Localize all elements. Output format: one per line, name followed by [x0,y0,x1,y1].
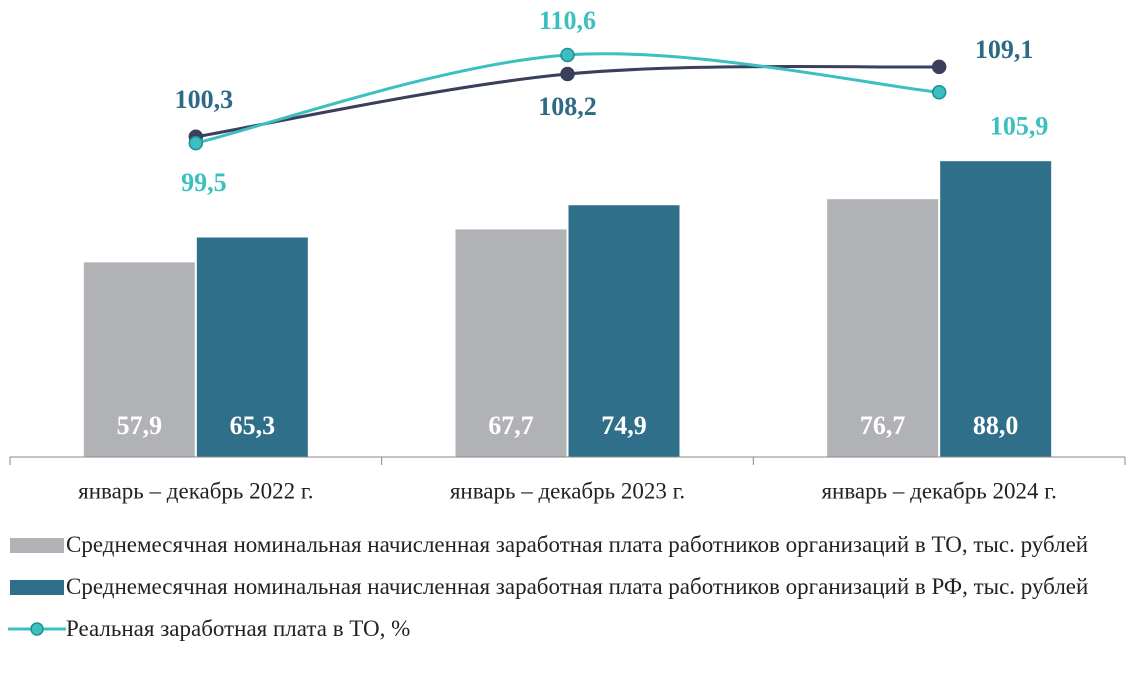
legend-label: Реальная заработная плата в ТО, % [66,616,411,641]
bar [455,229,567,457]
legend-swatch-marker [30,622,44,636]
legend-swatch [10,538,64,553]
line-value-label: 99,5 [181,168,227,197]
line-value-label: 108,2 [538,92,597,121]
legend-label: Среднемесячная номинальная начисленная з… [66,532,1089,557]
bar-value-label: 57,9 [117,411,163,440]
bar-value-label: 76,7 [860,411,906,440]
bar [83,262,195,457]
legend-swatch [10,580,64,595]
legend: Среднемесячная номинальная начисленная з… [8,530,1136,656]
bar-value-label: 74,9 [601,411,647,440]
bar [940,161,1052,457]
line-marker [560,66,575,82]
legend-item: Среднемесячная номинальная начисленная з… [8,530,1136,560]
line-marker [931,85,947,100]
legend-swatch [8,622,66,636]
legend-label: Среднемесячная номинальная начисленная з… [66,574,1089,599]
legend-swatch-box [10,538,64,553]
line-value-label: 100,3 [175,85,234,114]
x-tick-label: январь – декабрь 2024 г. [821,478,1056,503]
bar-value-label: 65,3 [230,411,276,440]
line-value-label: 110,6 [539,6,596,35]
bar-value-label: 88,0 [973,411,1019,440]
legend-item: Реальная заработная плата в ТО, % [8,614,1136,644]
bar-value-label: 67,7 [488,411,534,440]
legend-item: Среднемесячная номинальная начисленная з… [8,572,1136,602]
line-value-label: 109,1 [975,35,1034,64]
line-value-label: 105,9 [990,111,1049,140]
x-tick-label: январь – декабрь 2022 г. [78,478,313,503]
bar [568,205,680,457]
bar [827,199,939,458]
chart: 57,9 67,7 76,7 65,3 74,9 88,0 январь – декабрь… [9,6,1126,503]
x-tick-label: январь – декабрь 2023 г. [450,478,685,503]
line-marker [188,135,204,151]
line-marker [560,47,575,63]
line-marker [931,59,947,75]
legend-swatch-box [10,580,64,595]
bar [196,237,308,457]
